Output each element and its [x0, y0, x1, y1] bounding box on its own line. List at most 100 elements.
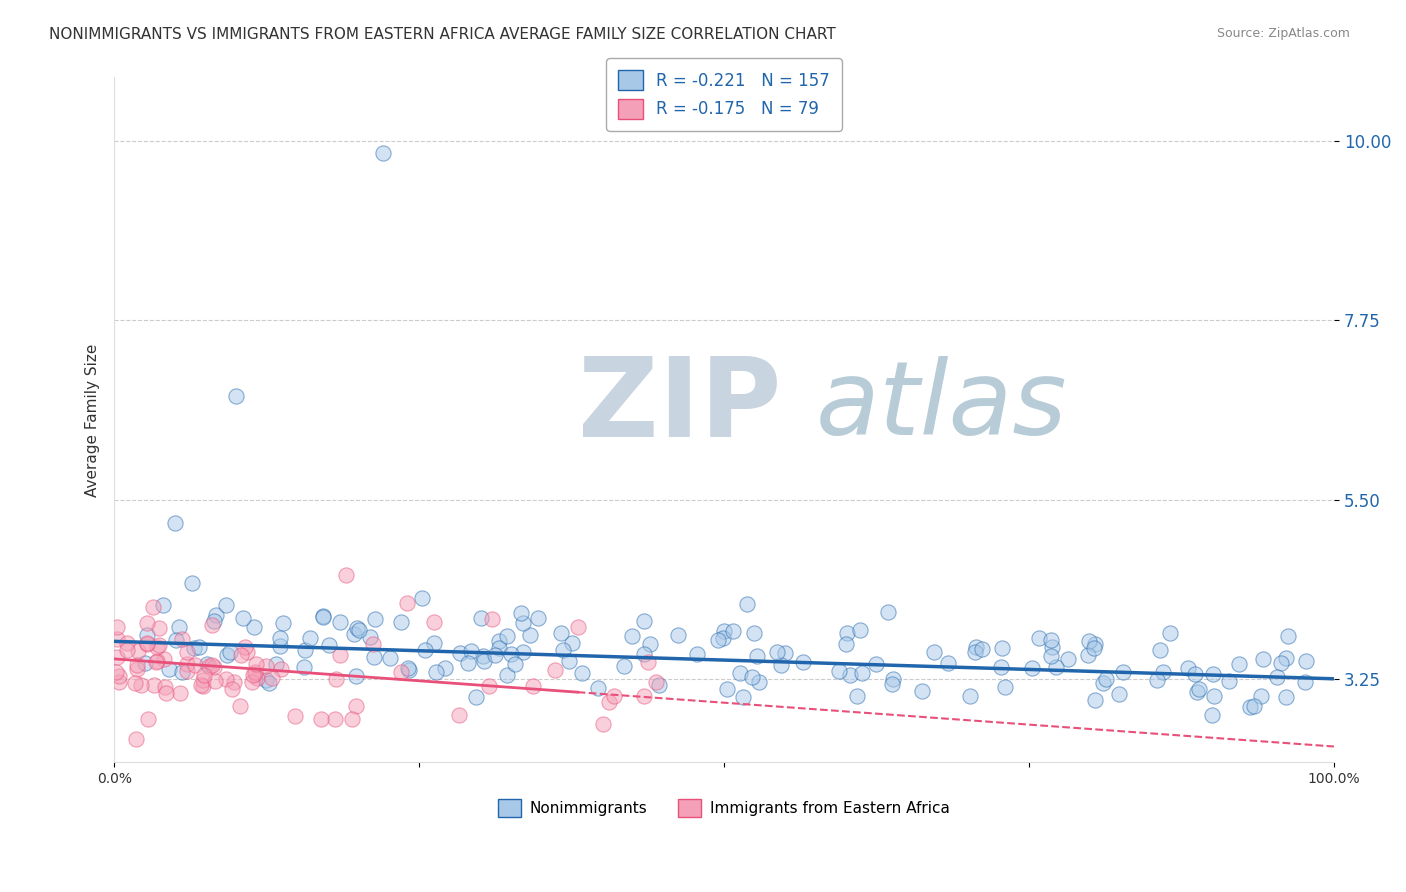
Point — [571, 665, 593, 680]
Point — [638, 637, 661, 651]
Point — [378, 651, 401, 665]
Point — [991, 641, 1014, 656]
Text: atlas: atlas — [815, 356, 1067, 456]
Point — [603, 690, 626, 704]
Point — [176, 657, 198, 671]
Y-axis label: Average Family Size: Average Family Size — [86, 343, 100, 497]
Point — [449, 646, 471, 660]
Point — [990, 659, 1012, 673]
Point — [598, 695, 620, 709]
Point — [551, 643, 574, 657]
Point — [129, 678, 152, 692]
Point — [363, 650, 385, 665]
Point — [254, 673, 277, 687]
Point — [172, 665, 194, 680]
Point — [215, 672, 238, 686]
Point — [349, 624, 371, 638]
Point — [877, 605, 900, 619]
Point — [1218, 673, 1240, 688]
Point — [1084, 637, 1107, 651]
Point — [1239, 699, 1261, 714]
Point — [270, 661, 292, 675]
Point — [748, 674, 770, 689]
Point — [835, 626, 858, 640]
Point — [711, 631, 734, 645]
Point — [389, 665, 412, 679]
Point — [512, 645, 534, 659]
Point — [157, 662, 180, 676]
Point — [204, 608, 226, 623]
Point — [522, 679, 544, 693]
Point — [838, 668, 860, 682]
Point — [127, 662, 149, 676]
Point — [264, 657, 287, 672]
Point — [510, 606, 533, 620]
Point — [202, 660, 225, 674]
Point — [922, 645, 945, 659]
Point — [706, 632, 728, 647]
Point — [188, 640, 211, 654]
Point — [243, 667, 266, 681]
Point — [395, 596, 418, 610]
Point — [176, 645, 198, 659]
Point — [136, 712, 159, 726]
Text: NONIMMIGRANTS VS IMMIGRANTS FROM EASTERN AFRICA AVERAGE FAMILY SIZE CORRELATION : NONIMMIGRANTS VS IMMIGRANTS FROM EASTERN… — [49, 27, 837, 42]
Point — [1039, 633, 1062, 648]
Point — [621, 629, 644, 643]
Point — [343, 627, 366, 641]
Point — [561, 636, 583, 650]
Point — [1084, 693, 1107, 707]
Text: ZIP: ZIP — [578, 352, 782, 459]
Point — [478, 679, 501, 693]
Point — [1204, 690, 1226, 704]
Point — [1275, 651, 1298, 665]
Point — [1083, 641, 1105, 656]
Point — [292, 660, 315, 674]
Point — [228, 698, 250, 713]
Point — [165, 632, 187, 647]
Point — [105, 620, 128, 634]
Point — [165, 516, 187, 531]
Point — [686, 647, 709, 661]
Point — [183, 641, 205, 656]
Point — [1253, 652, 1275, 666]
Point — [371, 146, 394, 161]
Point — [146, 640, 169, 654]
Point — [716, 681, 738, 696]
Point — [963, 645, 986, 659]
Point — [994, 680, 1017, 694]
Point — [245, 657, 267, 672]
Point — [1112, 665, 1135, 680]
Point — [519, 628, 541, 642]
Point — [340, 712, 363, 726]
Point — [769, 657, 792, 672]
Legend: Nonimmigrants, Immigrants from Eastern Africa: Nonimmigrants, Immigrants from Eastern A… — [492, 792, 956, 823]
Point — [152, 598, 174, 612]
Point — [1159, 625, 1181, 640]
Point — [389, 615, 412, 629]
Point — [1045, 660, 1067, 674]
Point — [1295, 654, 1317, 668]
Point — [433, 661, 456, 675]
Point — [765, 645, 787, 659]
Point — [170, 632, 193, 646]
Point — [323, 712, 346, 726]
Point — [495, 667, 517, 681]
Point — [413, 642, 436, 657]
Point — [195, 657, 218, 671]
Point — [1274, 690, 1296, 704]
Point — [1040, 649, 1063, 664]
Point — [1250, 689, 1272, 703]
Point — [329, 615, 352, 629]
Text: Source: ZipAtlas.com: Source: ZipAtlas.com — [1216, 27, 1350, 40]
Point — [127, 658, 149, 673]
Point — [972, 641, 994, 656]
Point — [503, 657, 526, 671]
Point — [464, 690, 486, 704]
Point — [544, 663, 567, 677]
Point — [142, 600, 165, 615]
Point — [481, 612, 503, 626]
Point — [329, 648, 352, 662]
Point — [124, 676, 146, 690]
Point — [723, 624, 745, 638]
